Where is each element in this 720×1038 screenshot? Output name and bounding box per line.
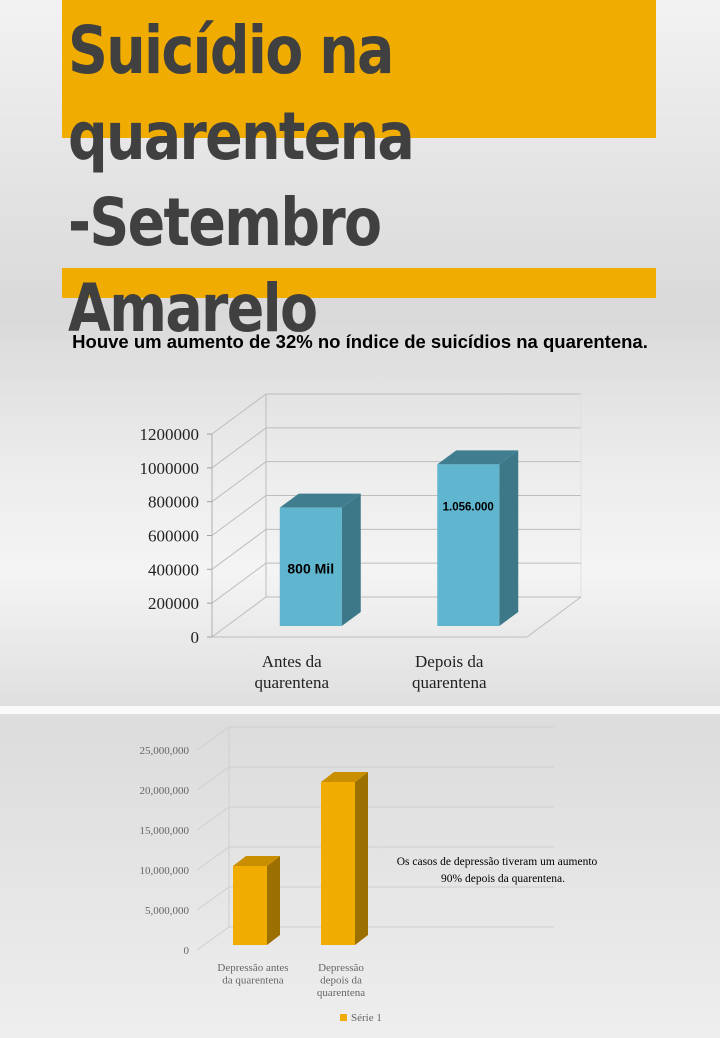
gridline-side (196, 846, 230, 871)
y-tick-label: 0 (184, 945, 190, 957)
x-tick-label: Depressão antes (217, 962, 288, 974)
bar-top-face (321, 772, 368, 782)
gridline-side (196, 806, 230, 831)
y-tick-label: 0 (191, 628, 200, 647)
gridline-side (211, 528, 267, 570)
title-banner-bottom (62, 268, 656, 298)
bar-side-face (499, 450, 519, 626)
y-tick-label: 20,000,000 (140, 785, 190, 797)
bar (321, 782, 355, 945)
bar (279, 507, 342, 626)
gridline-side (211, 562, 267, 604)
y-tick-label: 25,000,000 (140, 745, 190, 757)
y-tick-label: 15,000,000 (140, 825, 190, 837)
bar-top-face (279, 493, 361, 508)
y-tick-label: 200000 (148, 594, 199, 613)
x-tick-label: Antes da (262, 652, 322, 671)
suicide-chart: 0 200000 400000 600000 800000 1000000 1200000 8… (140, 393, 582, 692)
gridline-side (196, 726, 230, 751)
gridline-side (196, 766, 230, 791)
gridline-side (196, 886, 230, 911)
y-tick-label: 400000 (148, 560, 199, 579)
x-tick-label: da quarentena (222, 975, 283, 987)
gridline-side (211, 461, 267, 503)
page-title: Suicídio na quarentena -Setembro Amarelo (68, 8, 606, 352)
title-line-3: -Setembro Amarelo (68, 184, 382, 347)
x-tick-label: quarentena (412, 673, 487, 692)
y-tick-label: 5,000,000 (145, 905, 190, 917)
legend-label: Série 1 (351, 1012, 382, 1024)
section-divider (0, 706, 720, 714)
bar-side-face (267, 856, 280, 945)
y-tick-label: 1000000 (140, 459, 200, 478)
gridline-side (211, 495, 267, 536)
x-tick-label: depois da (320, 975, 362, 987)
title-line-1: Suicídio na (68, 12, 394, 89)
x-tick-label: Depois da (415, 652, 484, 671)
x-tick-label: quarentena (317, 987, 365, 999)
title-line-2: quarentena (68, 98, 415, 175)
y-tick-label: 10,000,000 (140, 865, 190, 877)
bar-side-face (341, 493, 361, 626)
bar-side-face (355, 772, 368, 945)
legend-swatch (340, 1014, 347, 1021)
bar (233, 866, 267, 945)
gridline-side (196, 926, 230, 951)
data-label: 1.056.000 (443, 501, 494, 513)
gridline-side (211, 427, 267, 469)
title-banner-top (62, 0, 656, 138)
floor-right-edge (526, 596, 582, 638)
x-tick-label: quarentena (254, 673, 329, 692)
y-tick-label: 600000 (148, 527, 199, 546)
y-tick-label: 1200000 (140, 425, 200, 444)
bar-top-face (437, 450, 519, 465)
annotation-line: Os casos de depressão tiveram um aumento (397, 856, 598, 868)
bar-top-face (233, 856, 280, 866)
gridline-side (211, 393, 267, 435)
y-tick-label: 800000 (148, 493, 199, 512)
gridline-side (211, 596, 267, 638)
bar (437, 464, 500, 626)
x-tick-label: Depressão (318, 962, 364, 974)
data-label: 800 Mil (287, 561, 334, 577)
subtitle: Houve um aumento de 32% no índice de sui… (72, 331, 648, 352)
annotation-line: 90% depois da quarentena. (441, 873, 565, 885)
